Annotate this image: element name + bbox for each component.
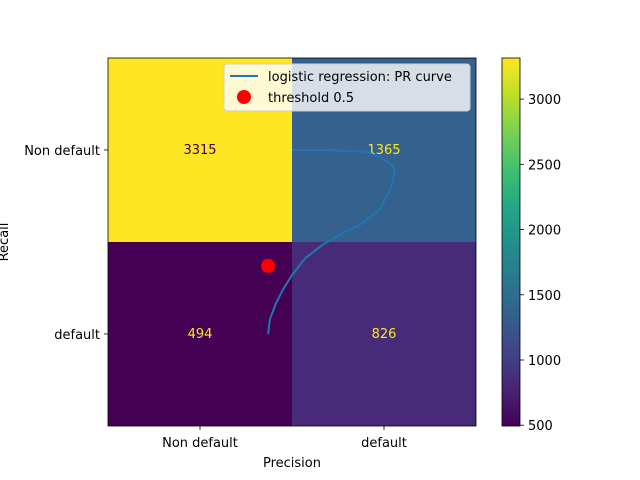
colorbar-tick-label: 500 bbox=[528, 419, 553, 434]
colorbar-gradient bbox=[501, 57, 521, 427]
y-tick-label: Non default bbox=[24, 144, 100, 159]
colorbar-tick-label: 3000 bbox=[528, 93, 561, 108]
x-axis-ticks: Non default default bbox=[162, 426, 407, 451]
heatmap-cells bbox=[108, 58, 476, 426]
heatmap-cell-labels: 3315 1365 494 826 bbox=[183, 143, 400, 342]
heatmap-cell-value: 494 bbox=[188, 327, 213, 342]
heatmap-cell bbox=[108, 242, 292, 426]
legend-label-pr-curve: logistic regression: PR curve bbox=[268, 70, 452, 85]
colorbar-tick-label: 2500 bbox=[528, 158, 561, 173]
colorbar-tick-label: 1500 bbox=[528, 289, 561, 304]
legend-box bbox=[223, 63, 471, 112]
y-tick-label: default bbox=[54, 328, 100, 343]
colorbar: 500 1000 1500 2000 2500 3000 bbox=[501, 57, 561, 434]
legend: logistic regression: PR curve threshold … bbox=[223, 63, 471, 112]
y-axis-label: Recall bbox=[0, 223, 12, 262]
plot-frame bbox=[107, 57, 477, 427]
colorbar-tick-label: 1000 bbox=[528, 354, 561, 369]
heatmap-cell-value: 826 bbox=[372, 327, 397, 342]
heatmap-cell-value: 3315 bbox=[183, 143, 216, 158]
legend-marker-swatch bbox=[237, 90, 251, 104]
threshold-marker bbox=[261, 258, 276, 273]
colorbar-ticks: 500 1000 1500 2000 2500 3000 bbox=[520, 93, 561, 434]
x-tick-label: default bbox=[361, 436, 407, 451]
x-axis-label: Precision bbox=[263, 456, 321, 471]
colorbar-tick-label: 2000 bbox=[528, 224, 561, 239]
pr-curve-overlay bbox=[261, 149, 396, 335]
x-tick-label: Non default bbox=[162, 436, 238, 451]
heatmap-cell bbox=[292, 242, 476, 426]
heatmap-cell-value: 1365 bbox=[367, 143, 400, 158]
y-axis-ticks: Non default default bbox=[24, 144, 108, 343]
legend-label-threshold: threshold 0.5 bbox=[268, 91, 354, 106]
pr-curve-line bbox=[267, 149, 396, 335]
